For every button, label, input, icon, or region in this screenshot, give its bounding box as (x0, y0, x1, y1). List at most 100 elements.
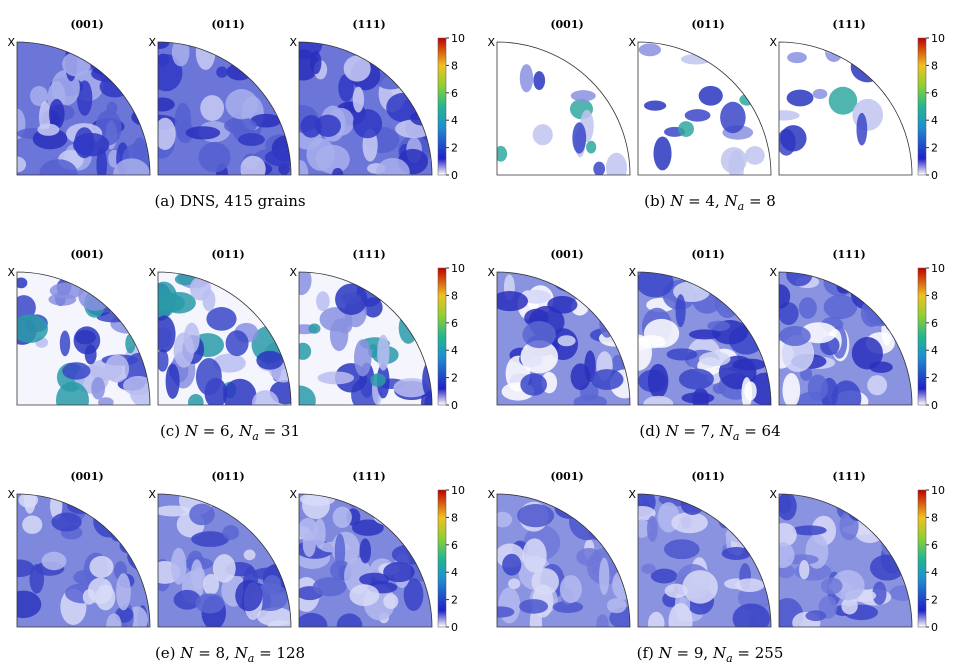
density-blob (664, 583, 689, 598)
density-blob (552, 600, 584, 614)
caption-part: a (738, 200, 745, 213)
density-blob (402, 285, 432, 319)
colorbar-tick-label: 0 (931, 399, 938, 412)
pole-label: (011) (211, 18, 244, 31)
density-blob (78, 280, 113, 311)
density-blob (277, 81, 291, 119)
density-blob (572, 122, 587, 154)
caption-part: a (252, 430, 259, 443)
density-blob (349, 584, 380, 607)
colorbar (917, 267, 927, 406)
density-blob (212, 554, 236, 583)
density-blob (22, 515, 43, 534)
density-blob (517, 503, 555, 528)
pole-figure (299, 494, 432, 627)
density-blob (650, 568, 678, 584)
density-blob (393, 378, 430, 398)
pole-label: (011) (691, 18, 724, 31)
pole-figure (17, 42, 150, 175)
caption: (b) N = 4, Na = 8 (644, 192, 776, 213)
pole-figure-outline (16, 271, 151, 406)
density-blob (682, 570, 718, 604)
density-blob (222, 525, 240, 540)
density-blob (195, 593, 225, 614)
pole-figure-outline (157, 493, 292, 628)
density-blob (519, 64, 534, 93)
caption-part: = 7, (679, 422, 720, 440)
density-blob (383, 561, 415, 583)
pole-label: (001) (70, 470, 103, 483)
density-blob (728, 150, 745, 175)
density-blob (106, 613, 122, 627)
colorbar-tick-label: 6 (451, 317, 458, 330)
density-blob (576, 547, 602, 567)
colorbar-tick-label: 4 (451, 566, 458, 579)
density-blob (714, 283, 741, 319)
caption-part: a (733, 430, 740, 443)
density-blob (593, 161, 606, 175)
pole-figure (299, 272, 432, 405)
density-blob (49, 282, 84, 299)
axis-label: X (487, 488, 495, 501)
density-blob (17, 295, 36, 321)
density-blob (51, 512, 82, 532)
density-blob (554, 273, 588, 293)
density-blob (851, 336, 883, 370)
pole-figure (497, 42, 630, 175)
density-blob (125, 333, 136, 354)
density-blob (845, 494, 867, 514)
pole-figure-outline (157, 41, 292, 176)
density-blob (403, 273, 428, 308)
density-blob (520, 289, 551, 304)
density-blob (203, 573, 220, 596)
density-blob (735, 578, 765, 593)
colorbar-tick-label: 6 (931, 317, 938, 330)
density-blob (206, 307, 237, 331)
pole-figure-outline (16, 493, 151, 628)
axis-label: X (289, 266, 297, 279)
density-blob (114, 507, 146, 535)
density-blob (596, 614, 609, 627)
density-blob (73, 326, 101, 355)
pole-figure-outline (16, 41, 151, 176)
density-blob (55, 381, 89, 405)
density-blob (498, 587, 521, 624)
density-blob (588, 43, 606, 64)
density-blob (247, 43, 283, 68)
density-blob (406, 494, 431, 519)
density-blob (869, 498, 890, 518)
density-blob (124, 299, 150, 310)
density-blob (779, 110, 800, 121)
density-blob (337, 317, 353, 334)
density-blob (299, 612, 328, 627)
density-blob (675, 294, 686, 328)
density-blob (359, 538, 372, 564)
density-blob (131, 108, 150, 126)
density-blob (302, 494, 330, 520)
density-blob (786, 89, 814, 107)
colorbar-tick-label: 8 (451, 59, 458, 72)
density-blob (638, 506, 656, 521)
density-blob (410, 284, 430, 296)
colorbar-tick-label: 0 (931, 169, 938, 182)
pole-label: (001) (70, 18, 103, 31)
density-blob (520, 373, 547, 396)
pole-figure-outline (778, 271, 913, 406)
density-blob (299, 160, 309, 175)
density-blob (173, 332, 195, 368)
density-blob (316, 291, 330, 311)
density-blob (338, 73, 354, 102)
density-blob (82, 589, 96, 605)
density-blob (363, 297, 383, 318)
density-blob (520, 340, 559, 374)
density-blob (256, 607, 291, 627)
density-blob (30, 85, 48, 107)
density-blob (559, 575, 582, 604)
axis-label: X (148, 488, 156, 501)
caption-part: N (658, 644, 673, 662)
density-blob (885, 285, 912, 310)
density-blob (707, 320, 731, 332)
density-blob (17, 559, 35, 578)
density-blob (573, 394, 608, 405)
panel: (001) X (011) X (111) X 0 2 4 6 8 10 (a) DNS, 415 gr… (7, 18, 465, 210)
